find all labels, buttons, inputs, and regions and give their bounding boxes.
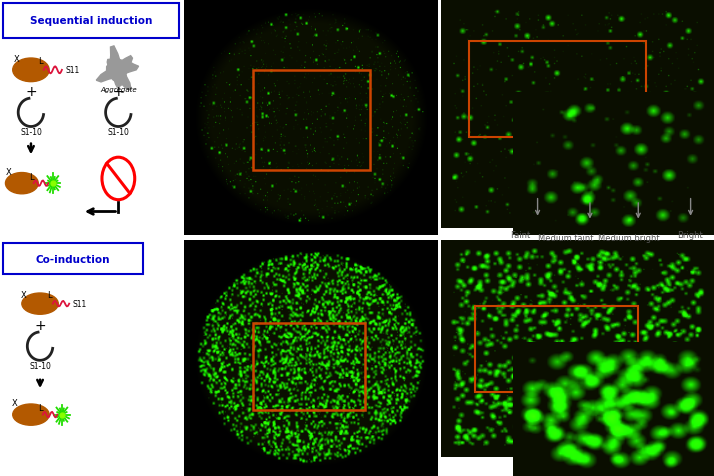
Text: Medium faint: Medium faint xyxy=(538,234,594,243)
Bar xyxy=(469,42,646,138)
Text: Bright: Bright xyxy=(678,230,703,239)
Text: L: L xyxy=(47,290,51,299)
Ellipse shape xyxy=(6,173,39,194)
Text: Aggregate: Aggregate xyxy=(100,87,136,93)
Bar xyxy=(253,71,370,170)
Ellipse shape xyxy=(13,59,49,82)
Ellipse shape xyxy=(22,293,59,315)
Text: S1-10: S1-10 xyxy=(20,128,42,137)
Ellipse shape xyxy=(13,404,49,426)
FancyBboxPatch shape xyxy=(3,3,179,39)
Text: +: + xyxy=(25,85,36,99)
Text: X: X xyxy=(21,290,26,299)
Text: X: X xyxy=(11,398,17,407)
Text: L: L xyxy=(38,57,42,66)
Bar xyxy=(475,306,638,393)
Text: S1-10: S1-10 xyxy=(29,361,51,370)
Text: L: L xyxy=(38,403,42,412)
Text: +: + xyxy=(34,318,46,332)
Text: Sequential induction: Sequential induction xyxy=(30,16,152,26)
Text: X: X xyxy=(6,168,12,177)
Text: L: L xyxy=(29,172,34,181)
FancyBboxPatch shape xyxy=(3,244,143,275)
Text: Co-induction: Co-induction xyxy=(36,254,110,264)
Text: +: + xyxy=(113,85,124,99)
Text: S1-10: S1-10 xyxy=(107,128,129,137)
Text: S11: S11 xyxy=(66,66,80,75)
Text: X: X xyxy=(14,54,19,63)
Text: Medium bright: Medium bright xyxy=(598,234,659,243)
Text: Faint: Faint xyxy=(510,230,530,239)
Polygon shape xyxy=(96,47,139,91)
Text: S11: S11 xyxy=(73,299,87,308)
Bar xyxy=(253,323,365,411)
